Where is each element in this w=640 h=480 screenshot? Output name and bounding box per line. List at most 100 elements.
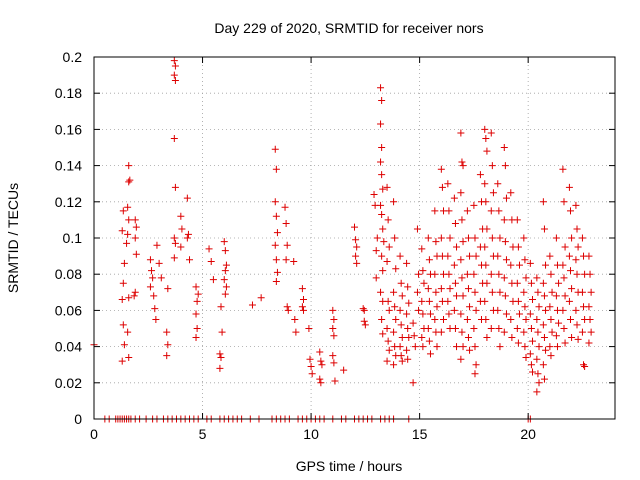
data-point-marker	[413, 225, 421, 233]
data-point-marker	[560, 325, 568, 332]
data-point-marker	[193, 297, 201, 305]
data-point-marker	[444, 297, 452, 305]
y-tick-label: 0.2	[63, 49, 83, 65]
data-point-marker	[555, 279, 563, 287]
data-point-marker	[515, 261, 523, 269]
data-point-marker	[555, 319, 563, 327]
data-point-marker	[425, 256, 433, 264]
data-point-marker	[209, 276, 217, 284]
data-point-marker	[568, 334, 576, 342]
data-point-marker	[396, 252, 404, 260]
data-point-marker	[458, 158, 466, 166]
data-point-marker	[534, 370, 542, 378]
data-point-marker	[392, 265, 400, 273]
data-point-marker	[513, 325, 521, 332]
data-point-marker	[573, 270, 581, 278]
data-point-marker	[529, 368, 537, 376]
data-point-marker	[221, 267, 229, 275]
data-point-marker	[216, 350, 224, 358]
data-point-marker	[330, 359, 338, 367]
data-point-marker	[391, 234, 399, 242]
data-point-marker	[553, 343, 561, 351]
data-point-marker	[540, 225, 548, 233]
data-point-marker	[404, 283, 412, 291]
data-point-marker	[370, 191, 378, 199]
data-point-marker	[378, 315, 386, 323]
data-point-marker	[178, 225, 186, 233]
data-point-marker	[572, 201, 580, 209]
data-point-marker	[222, 261, 230, 269]
data-point-marker	[420, 279, 428, 287]
data-point-marker	[488, 288, 496, 296]
data-point-marker	[184, 230, 192, 238]
data-point-marker	[146, 256, 154, 264]
data-point-marker	[378, 210, 386, 218]
data-point-marker	[151, 305, 159, 313]
data-point-marker	[307, 363, 315, 371]
data-point-marker	[216, 364, 224, 372]
data-point-marker	[222, 283, 230, 291]
data-point-marker	[581, 363, 589, 371]
data-point-marker	[298, 303, 306, 311]
data-point-marker	[432, 288, 440, 296]
data-point-marker	[527, 361, 535, 369]
data-point-marker	[482, 134, 490, 142]
data-point-marker	[500, 144, 508, 151]
data-point-marker	[496, 343, 504, 351]
data-point-marker	[170, 234, 178, 242]
data-point-marker	[566, 267, 574, 275]
data-point-marker	[501, 292, 509, 300]
data-point-marker	[561, 339, 569, 347]
data-point-marker	[397, 279, 405, 287]
data-point-marker	[440, 315, 448, 323]
data-point-marker	[535, 303, 543, 311]
data-point-marker	[125, 178, 133, 186]
data-point-marker	[384, 216, 392, 224]
data-point-marker	[405, 299, 413, 307]
data-point-marker	[353, 259, 361, 267]
data-point-marker	[171, 62, 179, 70]
data-point-marker	[308, 370, 316, 378]
data-point-marker	[218, 328, 226, 336]
data-point-marker	[282, 220, 290, 228]
data-point-marker	[529, 296, 537, 304]
data-point-marker	[487, 129, 495, 137]
data-point-marker	[450, 306, 458, 314]
data-point-marker	[482, 261, 490, 269]
data-point-marker	[539, 198, 547, 206]
data-point-marker	[273, 229, 281, 237]
data-point-marker	[470, 201, 478, 209]
x-tick-label: 5	[199, 426, 207, 442]
data-point-marker	[379, 185, 387, 193]
data-point-marker	[283, 241, 291, 249]
data-point-marker	[329, 325, 337, 332]
data-point-marker	[559, 261, 567, 269]
data-point-marker	[359, 305, 367, 313]
data-point-marker	[385, 306, 393, 314]
data-point-marker	[471, 343, 479, 351]
data-point-marker	[472, 252, 480, 260]
data-point-marker	[472, 306, 480, 314]
data-point-marker	[383, 325, 391, 332]
data-point-marker	[585, 252, 593, 260]
data-point-marker	[403, 346, 411, 354]
data-point-marker	[413, 288, 421, 296]
data-point-marker	[391, 303, 399, 311]
data-point-marker	[481, 125, 489, 133]
data-point-marker	[572, 306, 580, 314]
data-point-marker	[177, 212, 185, 220]
data-point-marker	[418, 297, 426, 305]
data-point-marker	[404, 355, 412, 363]
data-point-marker	[378, 96, 386, 104]
data-point-marker	[572, 256, 580, 264]
data-point-marker	[353, 243, 361, 251]
data-point-marker	[542, 261, 550, 269]
data-point-marker	[404, 325, 412, 332]
data-point-marker	[494, 180, 502, 188]
data-point-marker	[507, 189, 515, 197]
data-point-marker	[360, 317, 368, 325]
data-point-marker	[552, 234, 560, 242]
y-axis-label: SRMTID / TECUs	[5, 183, 21, 293]
data-point-marker	[170, 57, 178, 65]
data-point-marker	[131, 216, 139, 224]
